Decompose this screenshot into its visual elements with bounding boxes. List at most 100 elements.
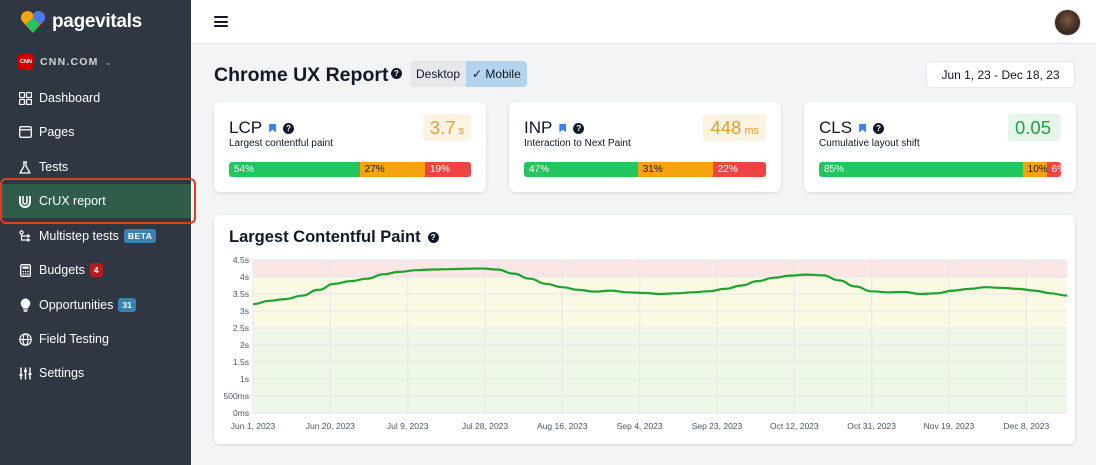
heart-logo-icon bbox=[20, 10, 46, 33]
sidebar-item-label: Settings bbox=[39, 366, 85, 380]
x-tick-label: Sep 4, 2023 bbox=[617, 421, 663, 431]
opportunities-count-badge: 31 bbox=[118, 298, 136, 312]
good-segment: 54% bbox=[229, 162, 360, 177]
metric-description: Largest contentful paint bbox=[229, 138, 333, 149]
bookmark-icon[interactable] bbox=[269, 123, 277, 133]
window-icon bbox=[18, 125, 32, 139]
site-selector[interactable]: CNN CNN.COM ⌄ bbox=[18, 54, 112, 70]
date-range-picker[interactable]: Jun 1, 23 - Dec 18, 23 bbox=[926, 61, 1075, 88]
chevron-down-icon: ⌄ bbox=[104, 56, 113, 67]
sidebar-item-label: Multistep tests bbox=[39, 229, 119, 243]
metric-name: LCP bbox=[229, 118, 263, 137]
sidebar-item-tests[interactable]: Tests bbox=[0, 150, 191, 184]
lcp-series-line bbox=[252, 267, 1068, 306]
poor-segment: 6% bbox=[1046, 162, 1061, 177]
metric-value: 448 ms bbox=[703, 114, 766, 141]
beta-badge: BETA bbox=[123, 229, 157, 243]
metric-description: Interaction to Next Paint bbox=[524, 138, 631, 149]
y-tick-label: 4.5s bbox=[233, 255, 249, 265]
metric-description: Cumulative layout shift bbox=[819, 138, 920, 149]
poor-segment: 19% bbox=[425, 162, 471, 177]
y-tick-label: 1s bbox=[240, 374, 249, 384]
help-icon[interactable]: ? bbox=[283, 122, 295, 134]
y-tick-label: 1.5s bbox=[233, 357, 249, 367]
steps-icon bbox=[18, 229, 32, 243]
x-tick-label: Jun 1, 2023 bbox=[231, 421, 276, 431]
sidebar-item-budgets[interactable]: Budgets 4 bbox=[0, 253, 191, 287]
x-tick-label: Dec 8, 2023 bbox=[1003, 421, 1049, 431]
metric-value: 0.05 bbox=[1007, 114, 1061, 141]
x-tick-label: Jul 28, 2023 bbox=[462, 421, 509, 431]
bookmark-icon[interactable] bbox=[559, 123, 567, 133]
page-title: Chrome UX Report bbox=[214, 64, 389, 86]
needs-improvement-segment: 10% bbox=[1022, 162, 1047, 177]
x-tick-label: Sep 23, 2023 bbox=[692, 421, 743, 431]
good-segment: 85% bbox=[819, 162, 1023, 177]
flask-icon bbox=[18, 160, 32, 174]
y-tick-label: 4s bbox=[240, 272, 249, 282]
metric-card-lcp: LCP ? Largest contentful paint 3.7 s 54% … bbox=[214, 102, 486, 192]
crux-icon bbox=[18, 194, 32, 208]
bookmark-icon[interactable] bbox=[859, 123, 867, 133]
threshold-band bbox=[253, 260, 1067, 277]
x-tick-label: Jul 9, 2023 bbox=[387, 421, 429, 431]
needs-improvement-segment: 31% bbox=[637, 162, 713, 177]
globe-icon bbox=[18, 332, 32, 346]
mobile-toggle-button[interactable]: ✓ Mobile bbox=[466, 61, 527, 87]
chart-title: Largest Contentful Paint bbox=[229, 228, 421, 246]
device-toggle: Desktop ✓ Mobile bbox=[410, 61, 527, 87]
metric-card-inp: INP ? Interaction to Next Paint 448 ms 47… bbox=[509, 102, 781, 192]
lightbulb-icon bbox=[18, 298, 32, 312]
sidebar-item-multistep-tests[interactable]: Multistep tests BETA bbox=[0, 219, 191, 253]
metric-value-number: 448 bbox=[710, 117, 742, 138]
y-tick-label: 3.5s bbox=[233, 289, 249, 299]
help-icon[interactable]: ? bbox=[573, 122, 585, 134]
x-tick-label: Nov 19, 2023 bbox=[924, 421, 975, 431]
user-avatar[interactable] bbox=[1054, 9, 1081, 36]
sidebar: pagevitals CNN CNN.COM ⌄ Dashboard Pages… bbox=[0, 0, 196, 465]
metric-value-number: 0.05 bbox=[1014, 117, 1051, 138]
sidebar-item-dashboard[interactable]: Dashboard bbox=[0, 81, 191, 115]
sidebar-item-settings[interactable]: Settings bbox=[0, 356, 191, 390]
help-icon[interactable]: ? bbox=[427, 232, 439, 243]
metric-unit: s bbox=[458, 125, 465, 137]
hamburger-menu-icon[interactable] bbox=[214, 16, 228, 27]
sidebar-item-label: CrUX report bbox=[39, 194, 106, 208]
lcp-chart-card: 0ms 500ms 1s 1.5s 2s 2.5s 3s 3.5s 4s 4.5s Jun 1, 2… bbox=[214, 215, 1075, 444]
metric-value-number: 3.7 bbox=[429, 117, 456, 138]
sidebar-item-label: Opportunities bbox=[39, 298, 114, 312]
brand-logo[interactable]: pagevitals bbox=[20, 8, 142, 36]
x-tick-label: Jun 20, 2023 bbox=[306, 421, 355, 431]
x-tick-label: Aug 16, 2023 bbox=[537, 421, 588, 431]
metric-name: CLS bbox=[819, 118, 853, 137]
sidebar-item-label: Budgets bbox=[39, 263, 85, 277]
sidebar-item-opportunities[interactable]: Opportunities 31 bbox=[0, 288, 191, 322]
help-icon[interactable]: ? bbox=[391, 68, 402, 79]
desktop-toggle-button[interactable]: Desktop bbox=[410, 61, 467, 87]
lcp-line-chart[interactable]: 0ms 500ms 1s 1.5s 2s 2.5s 3s 3.5s 4s 4.5s Jun 1, 2… bbox=[214, 215, 1075, 444]
sidebar-item-label: Dashboard bbox=[39, 91, 101, 105]
y-tick-label: 3s bbox=[240, 306, 249, 316]
sidebar-item-crux-report[interactable]: CrUX report bbox=[0, 184, 191, 218]
sidebar-item-pages[interactable]: Pages bbox=[0, 115, 191, 149]
threshold-band bbox=[253, 328, 1067, 413]
y-tick-label: 0ms bbox=[233, 408, 249, 418]
poor-segment: 22% bbox=[712, 162, 766, 177]
brand-name: pagevitals bbox=[52, 11, 142, 32]
sidebar-item-label: Pages bbox=[39, 125, 75, 139]
metric-unit: ms bbox=[744, 125, 759, 137]
budgets-count-badge: 4 bbox=[89, 263, 103, 277]
active-item-highlight bbox=[0, 178, 196, 224]
help-icon[interactable]: ? bbox=[873, 122, 885, 134]
sidebar-item-field-testing[interactable]: Field Testing bbox=[0, 322, 191, 356]
distribution-bar: 85% 10% 6% bbox=[819, 162, 1061, 177]
calculator-icon bbox=[18, 263, 32, 277]
sidebar-item-label: Field Testing bbox=[39, 332, 109, 346]
x-tick-label: Oct 12, 2023 bbox=[770, 421, 819, 431]
site-favicon: CNN bbox=[18, 54, 34, 70]
metric-value: 3.7 s bbox=[422, 114, 471, 141]
y-tick-label: 2s bbox=[240, 340, 249, 350]
y-tick-label: 2.5s bbox=[233, 323, 249, 333]
site-name: CNN.COM bbox=[40, 56, 99, 68]
threshold-band bbox=[253, 277, 1067, 328]
